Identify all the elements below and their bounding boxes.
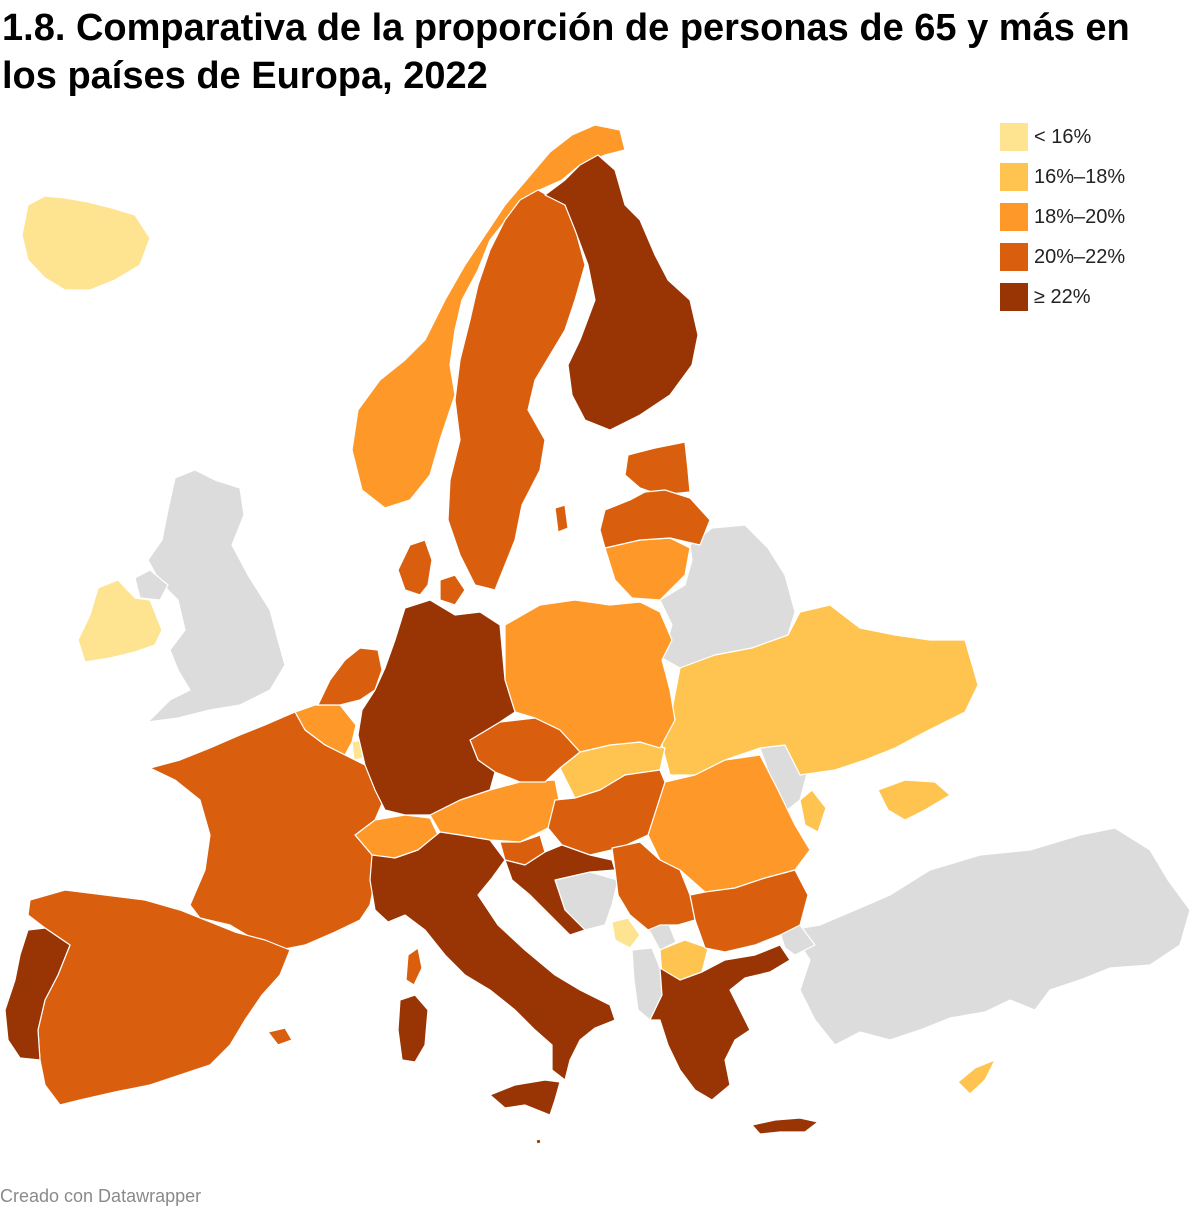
region-crete[interactable] bbox=[751, 1117, 819, 1135]
legend-swatch bbox=[1000, 163, 1028, 191]
legend-label: 18%–20% bbox=[1034, 205, 1126, 228]
region-norway[interactable] bbox=[351, 124, 626, 509]
region-corsica[interactable] bbox=[405, 947, 423, 986]
legend-swatch bbox=[1000, 283, 1028, 311]
region-turkey[interactable] bbox=[789, 827, 1191, 1046]
region-italy[interactable] bbox=[369, 831, 616, 1081]
region-sicily[interactable] bbox=[489, 1079, 561, 1116]
legend-swatch bbox=[1000, 243, 1028, 271]
region-sardinia[interactable] bbox=[397, 994, 429, 1063]
region-balearic-islands[interactable] bbox=[267, 1027, 293, 1046]
region-denmark[interactable] bbox=[397, 539, 433, 596]
legend-item: 20%–22% bbox=[1000, 243, 1125, 271]
region-moldova[interactable] bbox=[799, 789, 827, 833]
legend-item: 18%–20% bbox=[1000, 203, 1125, 231]
region-latvia[interactable] bbox=[599, 489, 711, 549]
region-denmark-islands[interactable] bbox=[439, 574, 466, 606]
region-netherlands[interactable] bbox=[317, 647, 383, 706]
region-northern-ireland[interactable] bbox=[134, 569, 169, 601]
region-ireland[interactable] bbox=[77, 579, 163, 663]
legend-item: 16%–18% bbox=[1000, 163, 1125, 191]
region-estonia[interactable] bbox=[624, 441, 691, 496]
region-malta[interactable] bbox=[535, 1138, 542, 1145]
region-greece[interactable] bbox=[649, 944, 791, 1101]
legend-label: 20%–22% bbox=[1034, 245, 1126, 268]
region-cyprus[interactable] bbox=[957, 1059, 996, 1095]
chart-title: 1.8. Comparativa de la proporción de per… bbox=[2, 7, 1130, 97]
legend-label: 16%–18% bbox=[1034, 165, 1126, 188]
region-montenegro[interactable] bbox=[611, 917, 641, 949]
region-serbia[interactable] bbox=[611, 841, 696, 931]
region-croatia[interactable] bbox=[504, 844, 616, 936]
legend-swatch bbox=[1000, 123, 1028, 151]
region-hungary[interactable] bbox=[547, 769, 666, 856]
region-crimea[interactable] bbox=[877, 779, 951, 821]
region-sweden[interactable] bbox=[447, 189, 586, 591]
legend-item: < 16% bbox=[1000, 123, 1125, 151]
legend-label: ≥ 22% bbox=[1034, 285, 1091, 308]
legend-swatch bbox=[1000, 203, 1028, 231]
legend: < 16% 16%–18% 18%–20% 20%–22% ≥ 22% bbox=[1000, 123, 1125, 323]
region-portugal[interactable] bbox=[4, 927, 71, 1061]
region-bulgaria[interactable] bbox=[689, 869, 809, 953]
region-gotland[interactable] bbox=[554, 504, 569, 533]
legend-item: ≥ 22% bbox=[1000, 283, 1125, 311]
legend-label: < 16% bbox=[1034, 125, 1092, 148]
region-iceland[interactable] bbox=[21, 195, 151, 291]
region-united-kingdom[interactable] bbox=[147, 469, 286, 723]
region-germany[interactable] bbox=[357, 599, 516, 816]
region-finland[interactable] bbox=[544, 154, 699, 431]
credit-link[interactable]: Creado con Datawrapper bbox=[0, 1186, 202, 1206]
